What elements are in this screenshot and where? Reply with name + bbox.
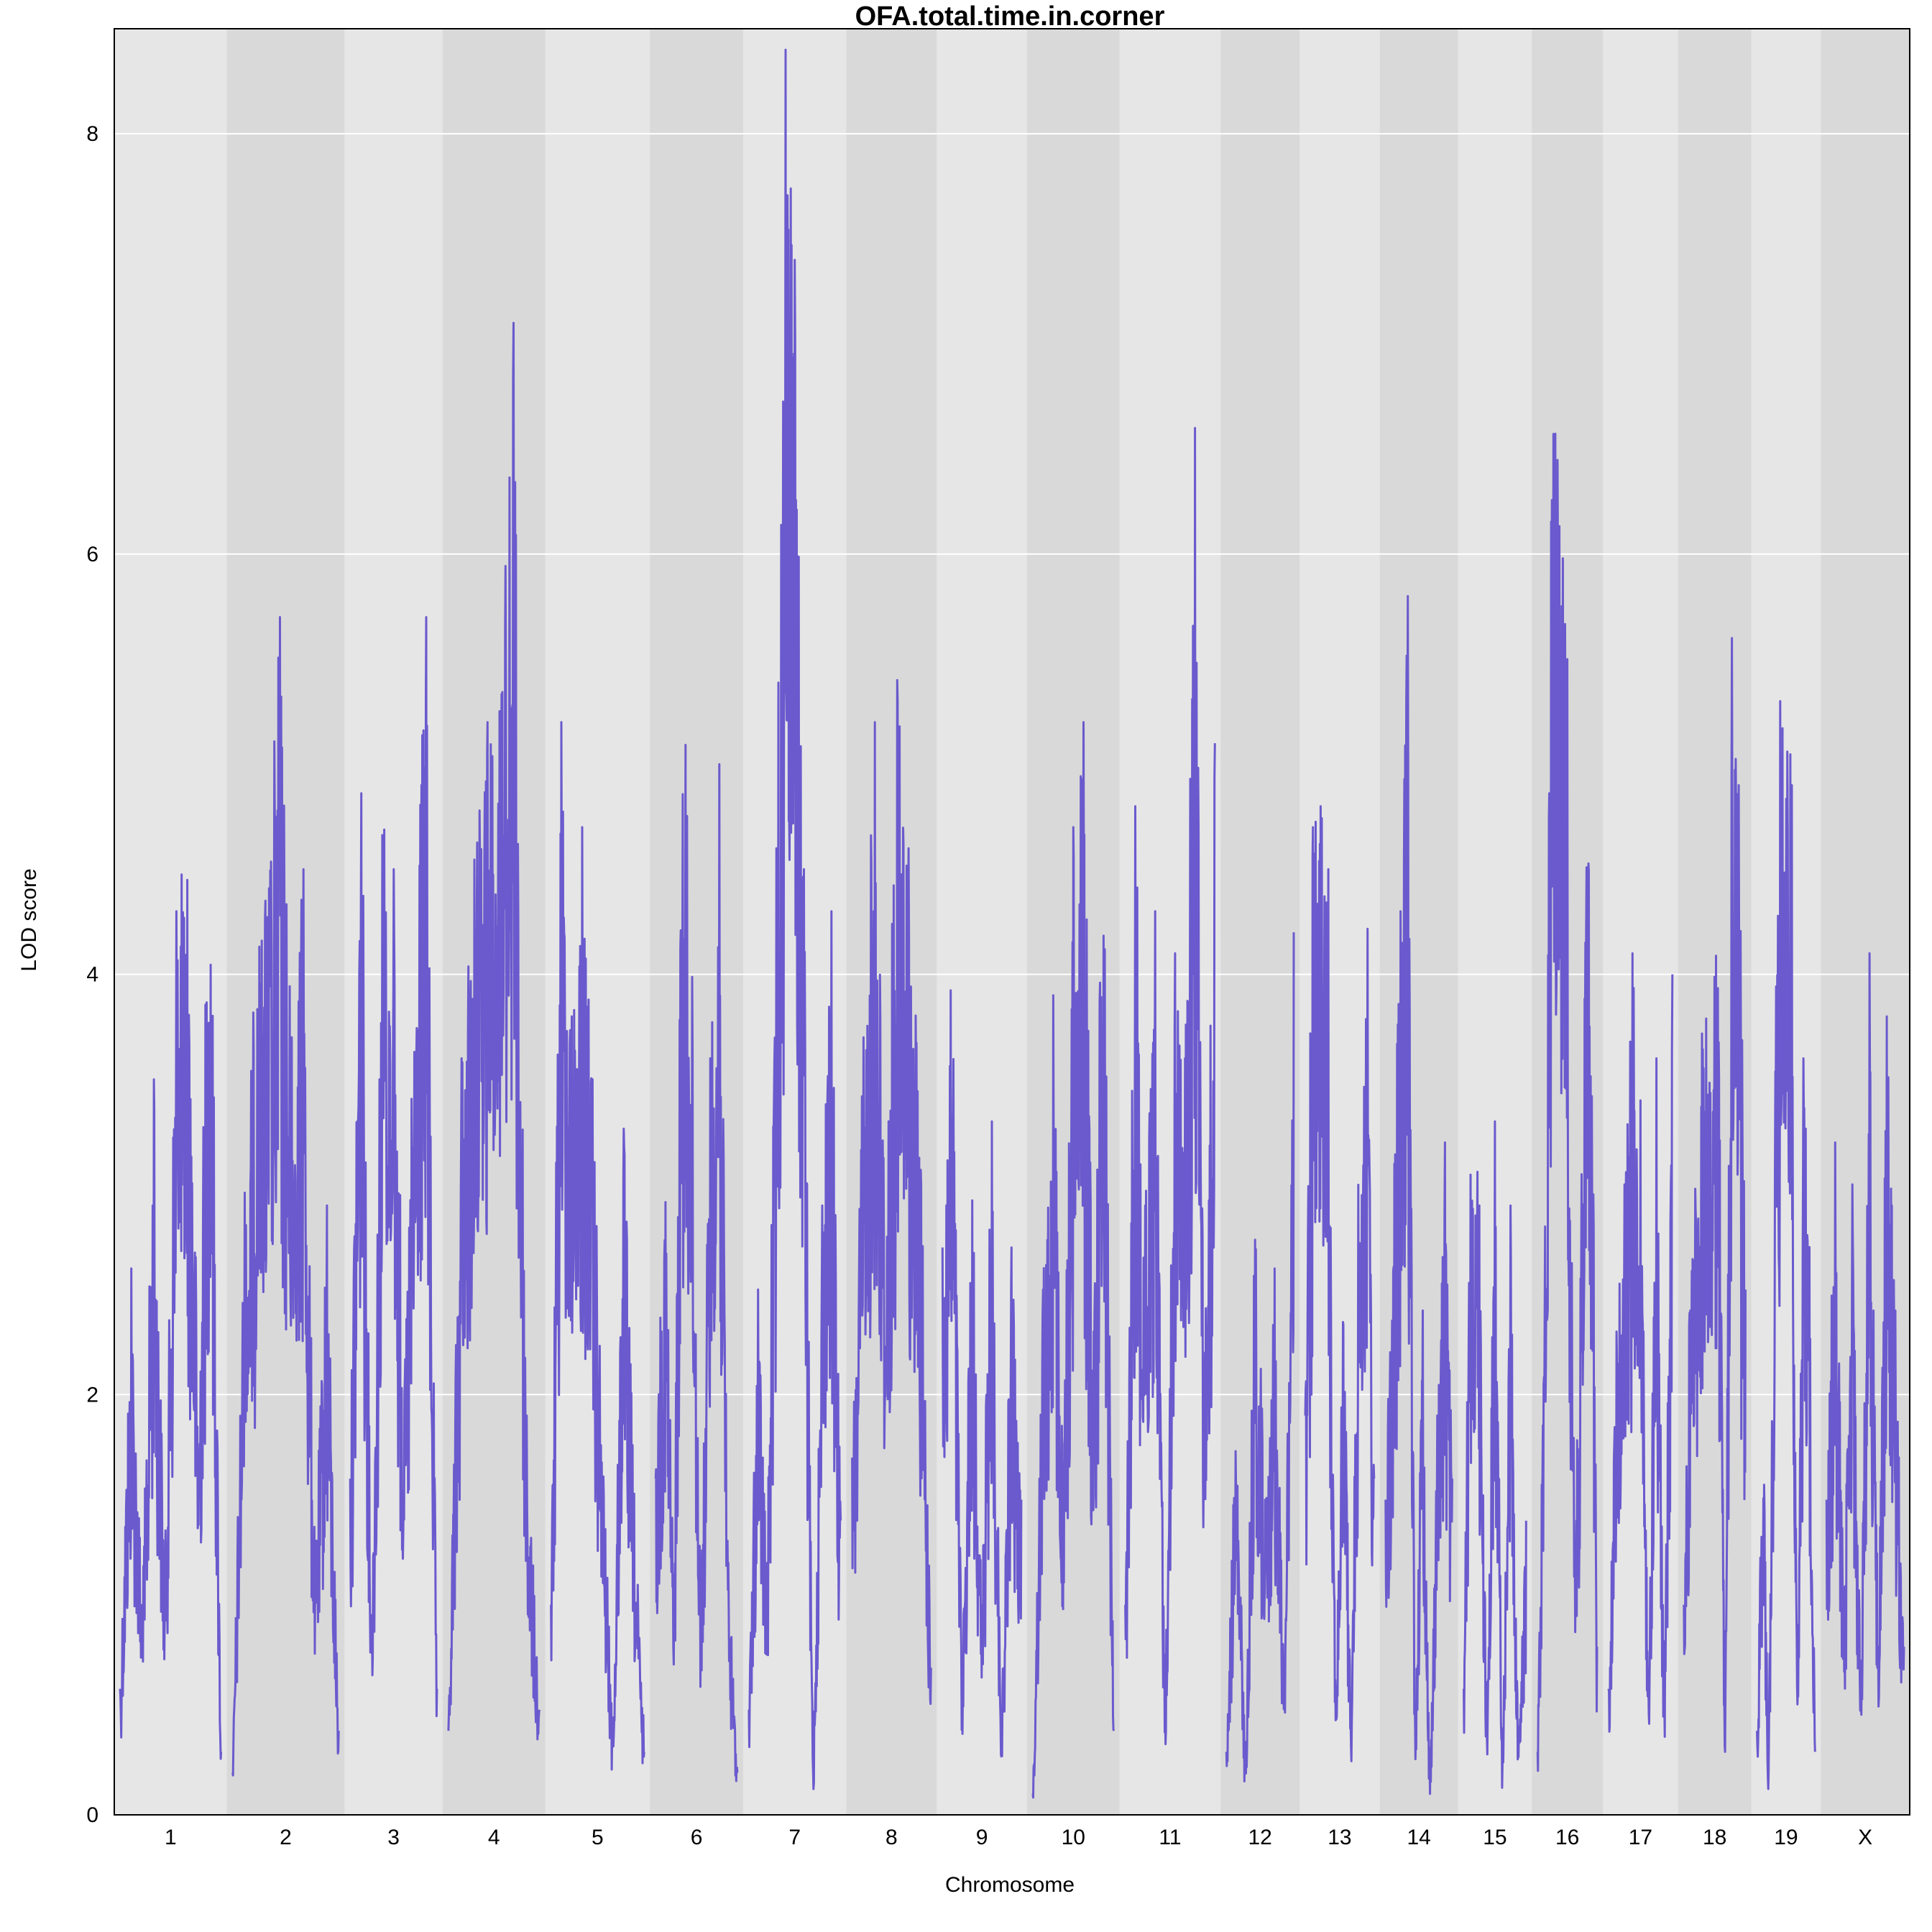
x-tick-label: 11: [1159, 1826, 1181, 1849]
y-tick-label: 6: [86, 543, 98, 566]
x-tick-label: 1: [165, 1826, 177, 1849]
x-tick-label: 5: [592, 1826, 604, 1849]
series-line-chr-15: [1463, 1120, 1527, 1789]
x-tick-label: 10: [1062, 1826, 1085, 1849]
x-tick-label: 7: [788, 1826, 801, 1849]
y-tick-label: 4: [86, 963, 98, 987]
x-tick-label: 14: [1407, 1826, 1430, 1849]
y-tick-label: 2: [86, 1383, 98, 1407]
series-line-chr-9: [941, 989, 1023, 1758]
series-line-chr-17: [1607, 952, 1674, 1738]
y-tick-label: 0: [86, 1803, 98, 1827]
series-line-chr-13: [1304, 805, 1376, 1762]
series-line-chr-10: [1031, 721, 1116, 1799]
x-tick-label: 4: [488, 1826, 500, 1849]
x-tick-label: 18: [1703, 1826, 1726, 1849]
x-tick-label: 17: [1629, 1826, 1652, 1849]
band-chr-15: [1458, 29, 1532, 1815]
x-tick-label: 19: [1774, 1826, 1798, 1849]
x-tick-label: 15: [1483, 1826, 1506, 1849]
plot-frame: [114, 28, 1910, 1816]
x-tick-label: 9: [976, 1826, 988, 1849]
series-line-chr-1: [119, 873, 223, 1760]
chart-title: OFA.total.time.in.corner: [855, 1, 1165, 32]
x-tick-label: 16: [1555, 1826, 1579, 1849]
x-tick-label: 13: [1328, 1826, 1351, 1849]
series-line-chr-12: [1225, 932, 1295, 1782]
band-chr-6: [650, 29, 744, 1815]
lod-series: [119, 48, 1905, 1799]
y-axis: 0 2 4 6 8: [86, 122, 98, 1827]
series-line-chr-14: [1384, 594, 1453, 1795]
x-axis: 1 2 3 4 5 6 7 8 9 10 11 12 13 14 15 16 17 18 19 X: [165, 1826, 1872, 1849]
series-line-chr-19: [1756, 700, 1816, 1790]
x-tick-label: 8: [886, 1826, 898, 1849]
y-axis-label: LOD score: [17, 868, 41, 971]
series-line-chr-6: [654, 743, 739, 1782]
series-line-chr-16: [1536, 433, 1598, 1772]
series-line-chr-5: [550, 721, 645, 1771]
series-line-chr-18: [1683, 637, 1747, 1753]
series-line-chr-3: [349, 616, 438, 1718]
x-tick-label: 3: [387, 1826, 400, 1849]
series-line-chr-8: [851, 678, 932, 1706]
series-line-chr-11: [1124, 427, 1216, 1746]
series-line-chr-7: [748, 48, 842, 1790]
series-line-chr-4: [447, 321, 541, 1741]
y-tick-label: 8: [86, 122, 98, 146]
x-axis-label: Chromosome: [945, 1873, 1075, 1897]
x-tick-label: 6: [691, 1826, 703, 1849]
series-line-chr-2: [231, 616, 340, 1777]
x-tick-label: X: [1858, 1826, 1872, 1849]
x-tick-label: 2: [280, 1826, 292, 1849]
x-tick-label: 12: [1248, 1826, 1271, 1849]
series-line-chr-X: [1825, 952, 1905, 1716]
band-chr-8: [846, 29, 937, 1815]
